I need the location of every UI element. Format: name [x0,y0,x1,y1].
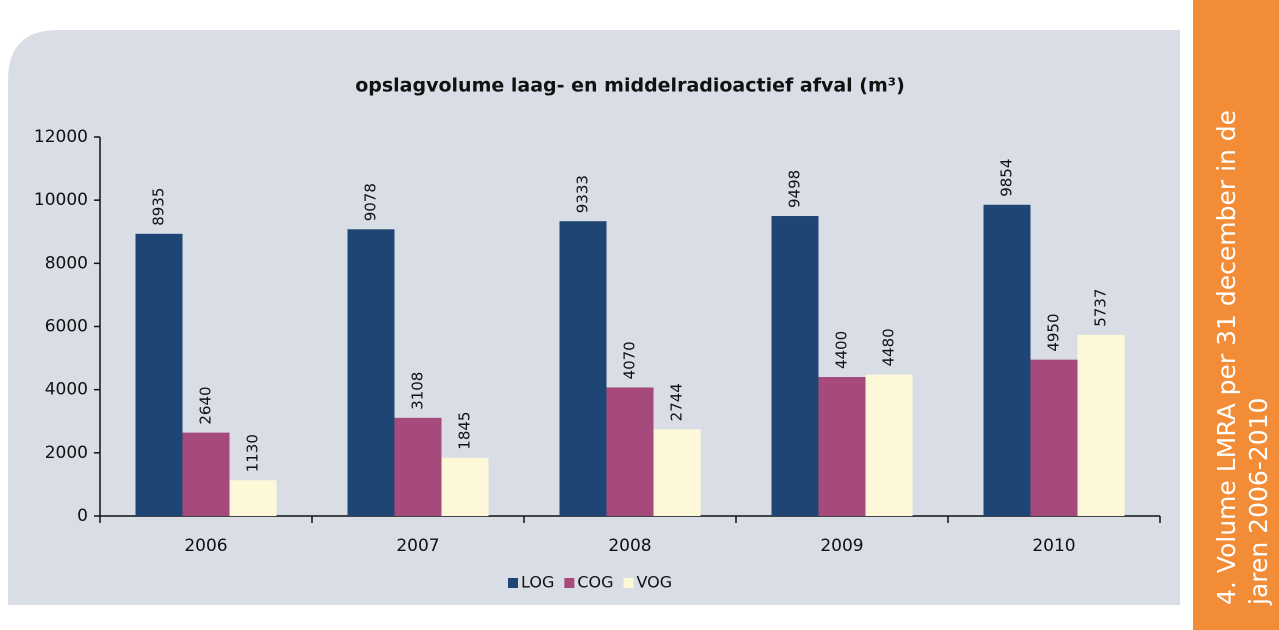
y-tick-label: 2000 [45,443,88,463]
value-label: 9854 [998,159,1016,197]
value-label: 2744 [668,383,686,421]
x-tick-label: 2006 [184,536,227,556]
value-label: 4480 [880,328,898,366]
bar [771,216,819,517]
legend-label: VOG [637,573,673,592]
bar [347,229,395,516]
value-label: 4400 [833,331,851,369]
value-label: 4950 [1045,313,1063,351]
legend-label: LOG [521,573,554,592]
y-tick-label: 10000 [34,190,88,210]
bar [182,432,230,516]
bar [229,480,277,516]
bar [559,221,607,517]
bar [865,374,913,516]
x-tick-label: 2009 [820,536,863,556]
legend-swatch [564,578,575,588]
sidebar [1193,0,1279,630]
y-tick-label: 8000 [45,253,88,273]
bar [441,457,489,516]
bar [606,387,654,516]
value-label: 5737 [1092,289,1110,327]
chart-title: opslagvolume laag- en middelradioactief … [355,75,905,97]
bar [653,429,701,516]
x-tick-label: 2010 [1032,536,1075,556]
value-label: 4070 [621,341,639,379]
value-label: 9333 [574,175,592,213]
value-label: 2640 [197,386,215,424]
bar [1030,359,1078,516]
legend-swatch [623,578,634,588]
value-label: 1845 [456,412,474,450]
bar [394,417,442,516]
value-label: 9498 [786,170,804,208]
y-tick-label: 6000 [45,317,88,337]
y-tick-label: 4000 [45,380,88,400]
bar [983,204,1031,516]
sidebar-text: jaren 2006-2010 [1244,398,1273,606]
x-tick-label: 2008 [608,536,651,556]
legend-swatch [508,578,518,588]
y-tick-label: 0 [77,506,88,526]
sidebar-text: 4. Volume LMRA per 31 december in de [1212,110,1241,605]
value-label: 8935 [150,188,168,226]
bar [135,233,183,516]
y-tick-label: 12000 [34,127,88,147]
value-label: 3108 [409,372,427,410]
bar [1077,334,1125,516]
legend-label: COG [577,573,613,592]
value-label: 9078 [362,183,380,221]
bar [818,377,866,516]
x-tick-label: 2007 [396,536,439,556]
value-label: 1130 [244,434,262,472]
